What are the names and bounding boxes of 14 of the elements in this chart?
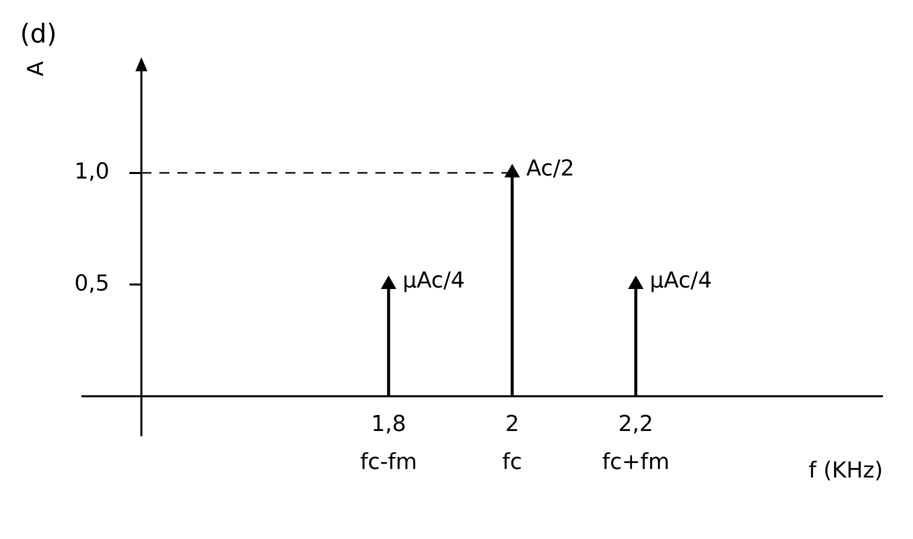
x-tick-label: 2 [505, 412, 520, 438]
x-axis-title: f (KHz) [808, 458, 883, 484]
text: fc [502, 450, 522, 475]
chart-title: (d) [20, 19, 57, 50]
annotation: μAc/4 [650, 268, 712, 294]
y-axis-title: A [24, 61, 49, 76]
y-tick-label: 0,5 [74, 271, 110, 296]
annotation: Ac/2 [526, 156, 574, 182]
y-tick-label: 1,0 [74, 160, 110, 185]
x-tick-label: 1,8 [371, 412, 406, 438]
text: fc+fm [602, 450, 670, 475]
annotation: μAc/4 [402, 268, 465, 294]
text: fc-fm [360, 450, 418, 475]
x-tick-label: 2,2 [618, 412, 654, 438]
